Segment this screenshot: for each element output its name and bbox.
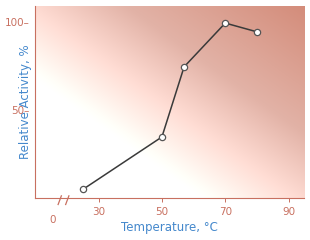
Text: 100–: 100– (5, 18, 30, 28)
X-axis label: Temperature, °C: Temperature, °C (122, 222, 218, 234)
Text: 50–: 50– (11, 106, 30, 116)
Text: 0: 0 (50, 215, 56, 225)
Y-axis label: Relative Activity, %: Relative Activity, % (20, 45, 33, 159)
